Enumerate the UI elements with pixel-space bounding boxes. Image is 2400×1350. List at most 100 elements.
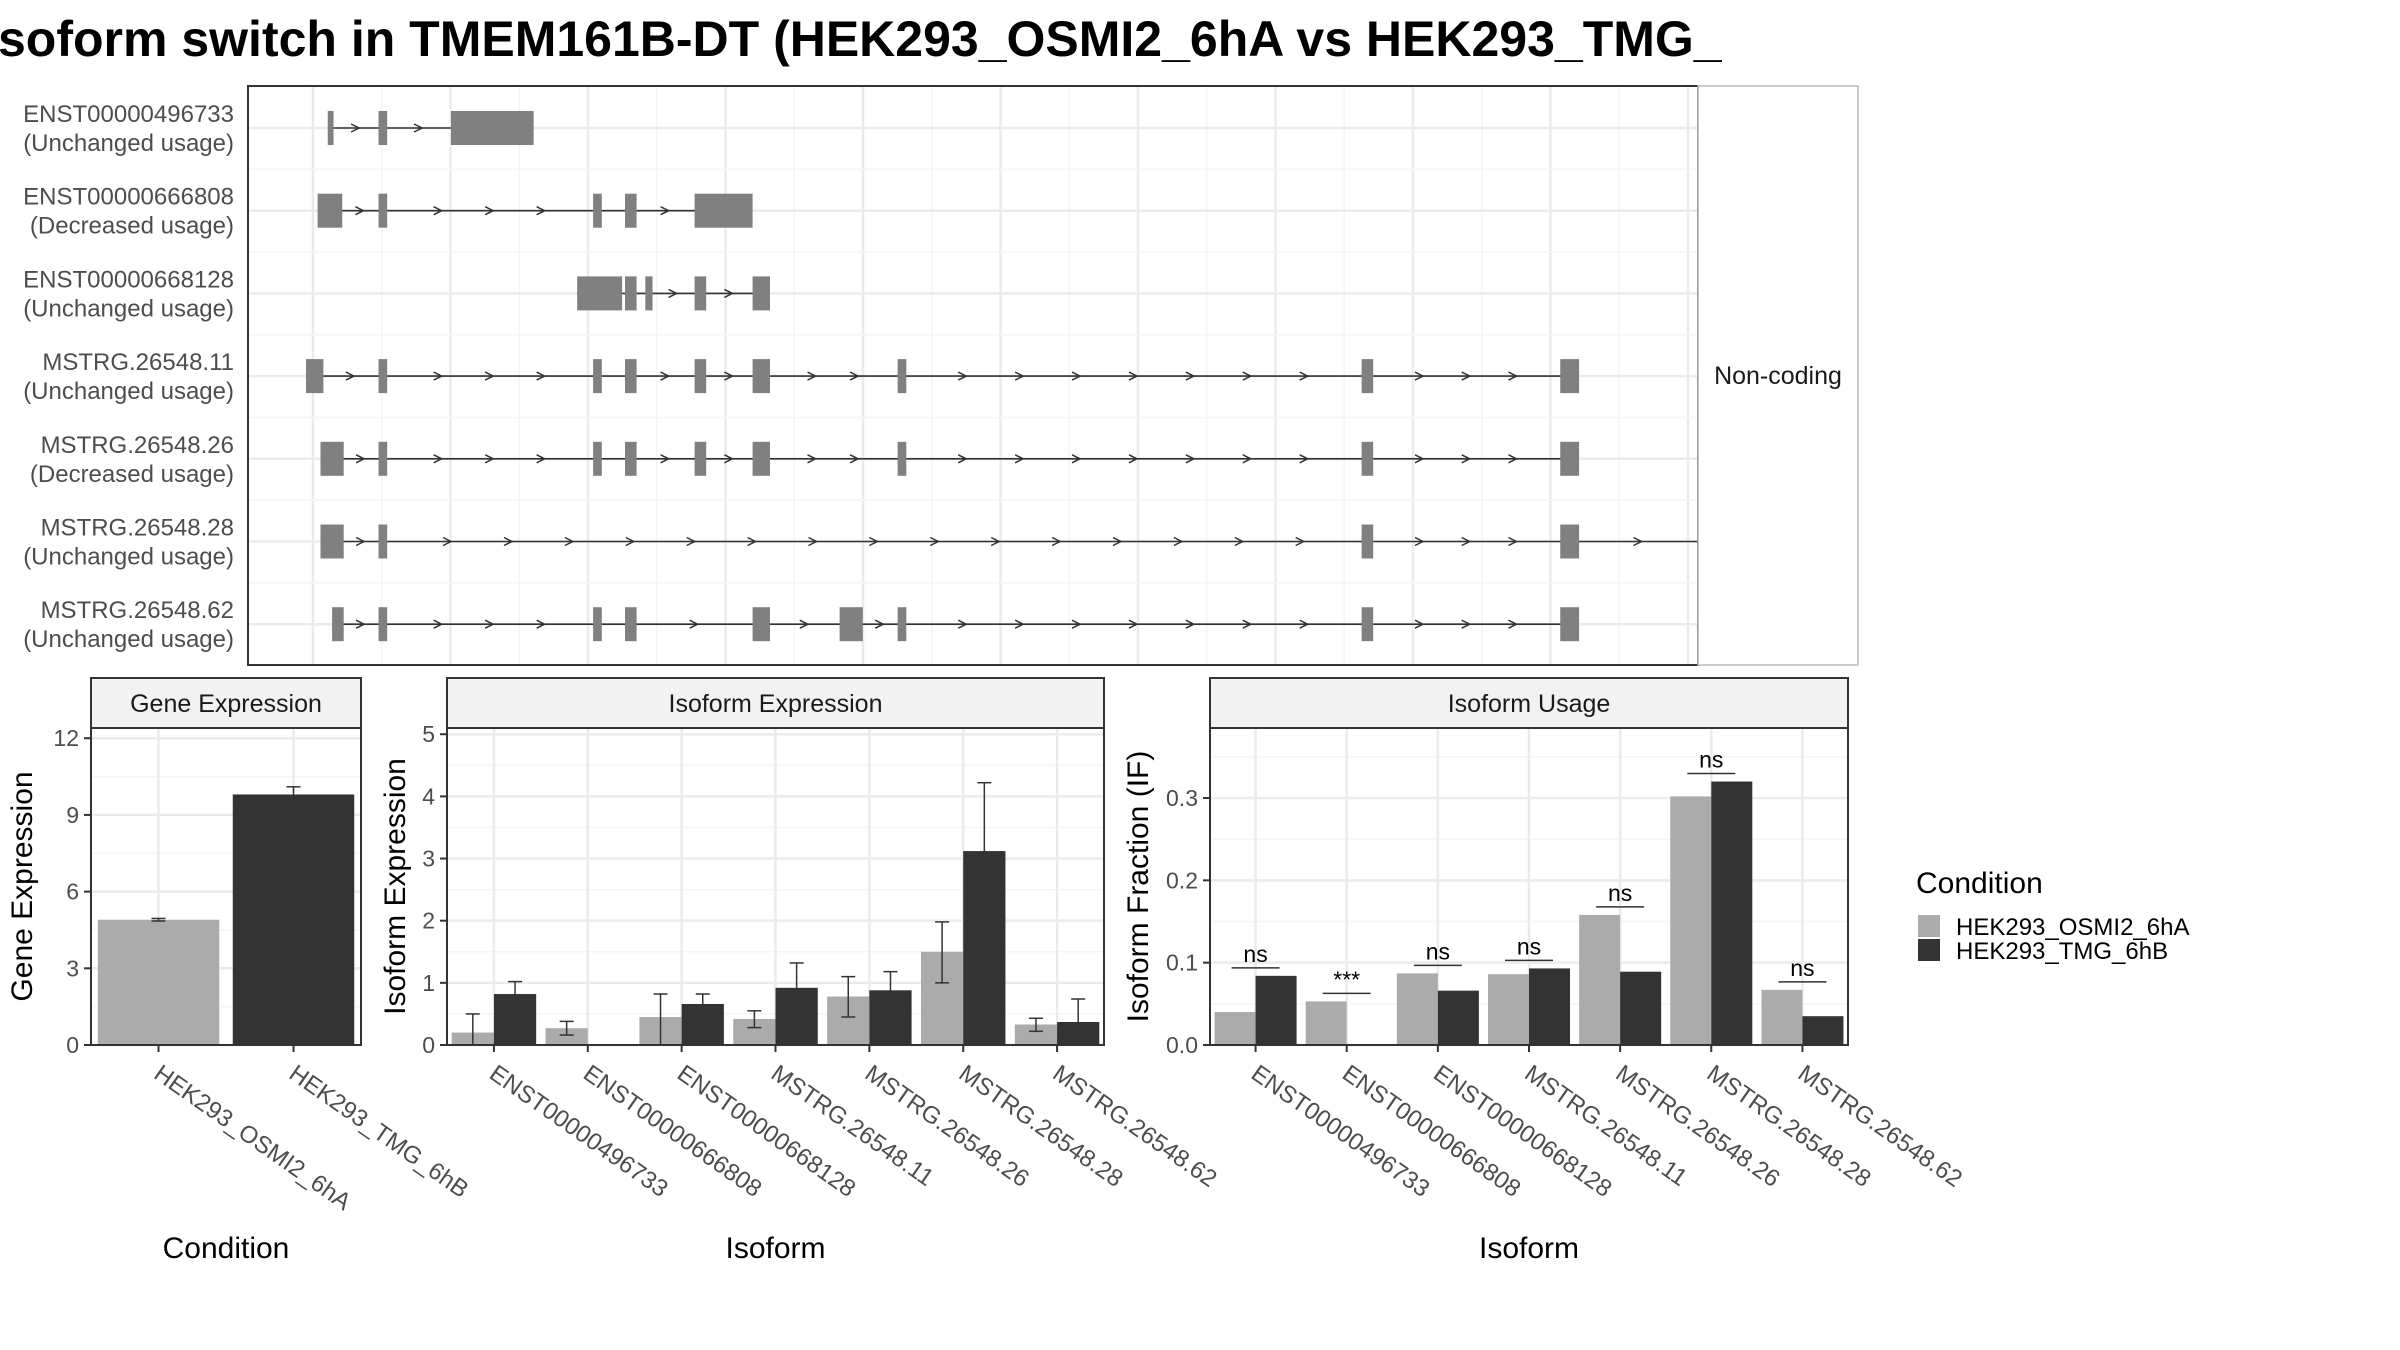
y-axis-title: Isoform Fraction (IF) [1122,751,1155,1023]
y-tick-label: 3 [422,846,435,872]
x-tick-label: MSTRG.26548.62 [1048,1060,1222,1193]
strand-arrow [808,536,819,547]
strand-arrow [807,454,818,464]
exon [320,524,344,559]
strand-arrow [660,371,671,381]
y-tick-label: 0.3 [1166,785,1198,811]
strand-arrow [957,454,968,464]
bar [545,1028,588,1045]
exon [897,359,907,394]
exon [1361,441,1374,476]
exon [694,441,707,476]
exon [306,359,324,394]
exon [332,607,344,642]
isoform-status-label: (Decreased usage) [30,461,234,488]
strand-arrow [1185,371,1196,381]
strand-arrow [355,536,366,547]
strand-arrow [660,454,671,464]
bar [1014,1024,1058,1045]
x-tick-label: MSTRG.26548.26 [860,1060,1034,1193]
exon [625,607,637,642]
bar [232,794,355,1045]
isoform-status-label: (Unchanged usage) [23,295,234,322]
strand-arrow [1299,619,1310,629]
exon [378,524,388,559]
x-axis-title: Isoform [725,1232,825,1265]
bar [1670,796,1712,1045]
bar [1579,914,1621,1045]
bar [1802,1016,1844,1045]
x-axis-title: Isoform [1479,1232,1579,1265]
exon [897,441,907,476]
isoform-id-label: ENST00000496733 [23,101,234,128]
strand-arrow [484,371,495,381]
exon [625,276,637,311]
strand-arrow [807,371,818,381]
exon [752,607,770,642]
strand-arrow [1112,536,1123,547]
panel-strip-title: Isoform Usage [1448,690,1611,718]
strand-arrow [1173,536,1184,547]
legend-label-osmi: HEK293_OSMI2_6hA [1956,914,2189,941]
exon [593,441,602,476]
strand-arrow [433,371,444,381]
exon [694,193,753,228]
strand-arrow [413,123,424,133]
strip-label-non-coding: Non-coding [1714,362,1842,390]
strand-arrow [564,536,575,547]
y-tick-label: 2 [422,908,435,934]
strand-arrow [536,619,547,629]
strand-arrow [1242,454,1253,464]
isoform-status-label: (Unchanged usage) [23,544,234,571]
legend-key-tmg [1918,939,1940,961]
strand-arrow [350,123,361,133]
exon [752,359,770,394]
strand-arrow [1299,371,1310,381]
isoform-expression-panel: Isoform Expression012345ENST00000496733E… [379,677,1222,1265]
significance-label: ns [1608,880,1632,906]
y-tick-label: 6 [66,879,79,905]
significance-label: ns [1426,938,1450,964]
exon [1560,359,1580,394]
strand-arrow [1071,371,1082,381]
strand-arrow [484,619,495,629]
strand-arrow [484,206,495,216]
exon [593,193,602,228]
strand-arrow [1461,619,1472,629]
panel-strip-title: Gene Expression [130,690,322,718]
strand-arrow [724,371,735,381]
strand-arrow [536,371,547,381]
strand-arrow [355,206,366,216]
y-tick-label: 3 [66,955,79,981]
strand-arrow [1128,371,1139,381]
y-axis-title: Gene Expression [6,771,39,1001]
strand-arrow [1185,454,1196,464]
strand-arrow [849,371,860,381]
strand-arrow [1633,536,1644,547]
strand-arrow [957,371,968,381]
strand-arrow [1461,454,1472,464]
bar [1487,974,1529,1045]
structure-strip [1697,85,1859,666]
bar [1620,971,1662,1045]
isoform-id-label: MSTRG.26548.26 [41,432,234,459]
bar [1529,968,1571,1045]
strand-arrow [686,536,697,547]
strand-arrow [1295,536,1306,547]
significance-label: ns [1790,955,1814,981]
strand-arrow [433,454,444,464]
strand-arrow [433,619,444,629]
exon [1361,607,1374,642]
y-tick-label: 9 [66,802,79,828]
strand-arrow [484,454,495,464]
strand-arrow [1461,536,1472,547]
bar [1437,990,1479,1045]
strand-arrow [1414,536,1425,547]
isoform-id-label: MSTRG.26548.28 [41,515,234,542]
y-tick-label: 0.0 [1166,1032,1198,1058]
strand-arrow [1299,454,1310,464]
strand-arrow [1242,371,1253,381]
panel-strip-title: Isoform Expression [669,690,883,718]
strand-arrow [1071,454,1082,464]
strand-arrow [799,619,810,629]
